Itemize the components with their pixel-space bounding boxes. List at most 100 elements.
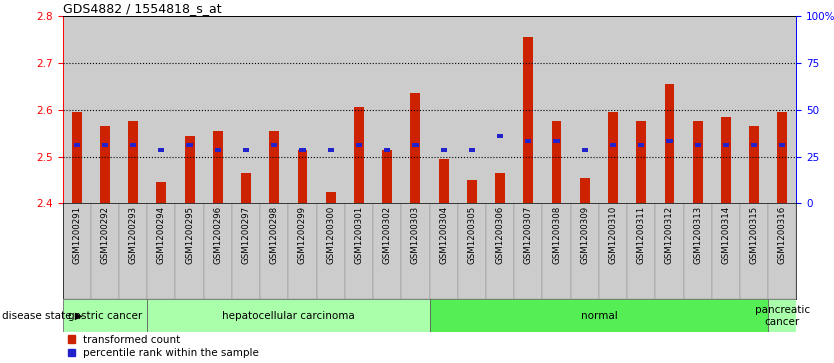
- Bar: [627, 203, 656, 299]
- Bar: [271, 143, 278, 147]
- Text: disease state ▶: disease state ▶: [2, 311, 83, 321]
- Text: GSM1200292: GSM1200292: [100, 206, 109, 264]
- Bar: [711, 203, 740, 299]
- Bar: [486, 203, 515, 299]
- Bar: [175, 203, 203, 299]
- Bar: [524, 37, 533, 203]
- Bar: [665, 84, 675, 203]
- Bar: [100, 126, 110, 203]
- Bar: [382, 150, 392, 203]
- Bar: [599, 16, 627, 203]
- Bar: [656, 16, 684, 203]
- Bar: [148, 16, 175, 203]
- Bar: [128, 122, 138, 203]
- Text: pancreatic
cancer: pancreatic cancer: [755, 305, 810, 327]
- Bar: [551, 122, 561, 203]
- Text: GSM1200307: GSM1200307: [524, 206, 533, 264]
- Bar: [684, 203, 711, 299]
- Bar: [439, 159, 449, 203]
- Bar: [570, 16, 599, 203]
- Text: GSM1200294: GSM1200294: [157, 206, 166, 264]
- Text: GSM1200305: GSM1200305: [467, 206, 476, 264]
- Bar: [656, 203, 684, 299]
- Bar: [373, 203, 401, 299]
- Bar: [495, 173, 505, 203]
- Bar: [458, 16, 486, 203]
- Bar: [693, 122, 702, 203]
- Bar: [570, 203, 599, 299]
- Bar: [554, 139, 560, 143]
- Bar: [768, 16, 796, 203]
- Bar: [401, 16, 430, 203]
- Bar: [497, 134, 503, 138]
- Bar: [440, 148, 447, 152]
- Text: GSM1200298: GSM1200298: [269, 206, 279, 264]
- Text: GSM1200315: GSM1200315: [750, 206, 759, 264]
- Bar: [599, 203, 627, 299]
- Text: gastric cancer: gastric cancer: [68, 311, 142, 321]
- Bar: [384, 148, 390, 152]
- Text: GSM1200295: GSM1200295: [185, 206, 194, 264]
- Bar: [749, 126, 759, 203]
- Text: GSM1200312: GSM1200312: [665, 206, 674, 264]
- Text: GSM1200309: GSM1200309: [580, 206, 590, 264]
- Bar: [401, 203, 430, 299]
- Bar: [102, 143, 108, 147]
- Bar: [328, 148, 334, 152]
- Bar: [73, 143, 80, 147]
- Text: GSM1200301: GSM1200301: [354, 206, 364, 264]
- Bar: [638, 143, 645, 147]
- Legend: transformed count, percentile rank within the sample: transformed count, percentile rank withi…: [68, 335, 259, 358]
- Bar: [740, 16, 768, 203]
- Text: normal: normal: [580, 311, 617, 321]
- Bar: [610, 143, 616, 147]
- Bar: [317, 203, 344, 299]
- Bar: [232, 16, 260, 203]
- Bar: [525, 139, 531, 143]
- Bar: [356, 143, 362, 147]
- Bar: [515, 16, 542, 203]
- Bar: [666, 139, 672, 143]
- Bar: [636, 122, 646, 203]
- Bar: [203, 203, 232, 299]
- Bar: [63, 299, 148, 332]
- Bar: [72, 112, 82, 203]
- Text: GSM1200297: GSM1200297: [242, 206, 250, 264]
- Bar: [213, 131, 223, 203]
- Bar: [751, 143, 757, 147]
- Bar: [779, 143, 786, 147]
- Bar: [721, 117, 731, 203]
- Bar: [119, 16, 148, 203]
- Bar: [289, 203, 317, 299]
- Text: GSM1200313: GSM1200313: [693, 206, 702, 264]
- Bar: [581, 148, 588, 152]
- Bar: [119, 203, 148, 299]
- Bar: [344, 203, 373, 299]
- Bar: [148, 203, 175, 299]
- Bar: [260, 16, 289, 203]
- Text: GSM1200293: GSM1200293: [128, 206, 138, 264]
- Text: hepatocellular carcinoma: hepatocellular carcinoma: [222, 311, 354, 321]
- Bar: [289, 16, 317, 203]
- Bar: [542, 16, 570, 203]
- Text: GSM1200304: GSM1200304: [440, 206, 448, 264]
- Text: GSM1200296: GSM1200296: [214, 206, 223, 264]
- Text: GSM1200311: GSM1200311: [636, 206, 646, 264]
- Bar: [269, 131, 279, 203]
- Bar: [458, 203, 486, 299]
- Bar: [241, 173, 251, 203]
- Bar: [711, 16, 740, 203]
- Bar: [684, 16, 711, 203]
- Bar: [158, 148, 164, 152]
- Text: GSM1200303: GSM1200303: [411, 206, 420, 264]
- Bar: [740, 203, 768, 299]
- Text: GSM1200308: GSM1200308: [552, 206, 561, 264]
- Text: GSM1200299: GSM1200299: [298, 206, 307, 264]
- Bar: [232, 203, 260, 299]
- Bar: [695, 143, 701, 147]
- Bar: [326, 192, 335, 203]
- Bar: [412, 143, 419, 147]
- Text: GDS4882 / 1554818_s_at: GDS4882 / 1554818_s_at: [63, 2, 221, 15]
- Bar: [130, 143, 136, 147]
- Bar: [777, 112, 787, 203]
